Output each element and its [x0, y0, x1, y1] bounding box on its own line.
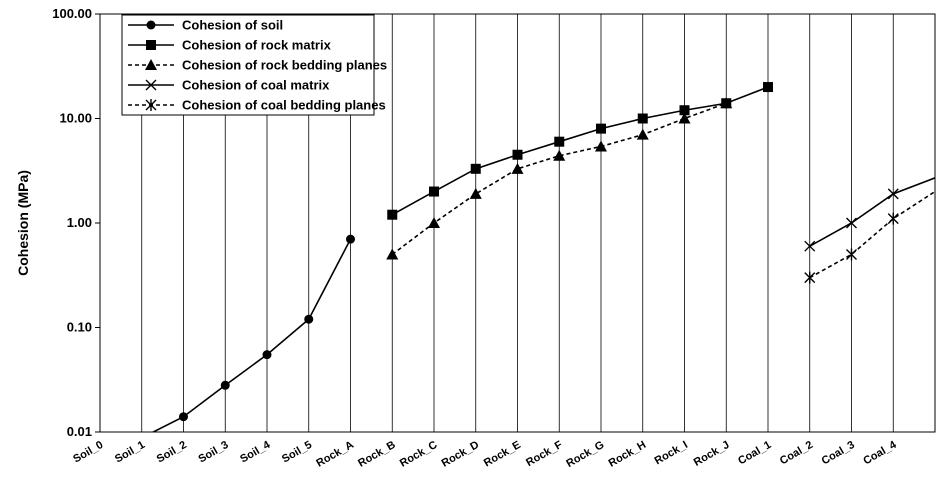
data-point — [804, 271, 816, 284]
data-point — [846, 217, 857, 229]
data-point — [595, 140, 607, 152]
legend-item: Cohesion of soil — [128, 18, 283, 33]
series-3 — [804, 177, 935, 252]
y-tick-label: 0.01 — [67, 424, 92, 439]
data-point — [678, 112, 691, 124]
data-point — [220, 380, 230, 390]
data-point — [146, 20, 156, 30]
y-tick-label: 1.00 — [67, 215, 92, 230]
legend-label: Cohesion of coal matrix — [182, 78, 330, 93]
data-point — [553, 149, 566, 161]
data-point — [428, 217, 440, 228]
data-point — [304, 314, 314, 324]
data-point — [887, 188, 899, 200]
data-point — [554, 136, 565, 147]
legend-label: Cohesion of rock bedding planes — [182, 58, 387, 73]
x-tick-label: Rock_I — [653, 439, 690, 467]
x-tick-label: Soil_3 — [197, 439, 231, 466]
data-point — [387, 209, 398, 220]
y-tick-labels: 0.01 0.10 1.00 10.00 100.00 — [52, 6, 100, 439]
data-point — [146, 40, 156, 50]
data-point — [262, 350, 272, 360]
series-line — [391, 102, 727, 256]
legend-item: Cohesion of coal matrix — [128, 78, 330, 93]
data-point — [145, 99, 157, 111]
x-tick-label: Coal_2 — [778, 439, 815, 467]
data-point — [596, 123, 606, 134]
x-tick-label: Rock_D — [440, 439, 482, 470]
x-tick-label: Rock_A — [314, 439, 356, 470]
series-2 — [386, 97, 733, 260]
data-point — [346, 234, 355, 244]
series-line — [809, 190, 935, 279]
x-tick-label: Soil_5 — [280, 439, 314, 466]
data-point — [679, 105, 690, 116]
legend-item: Cohesion of coal bedding planes — [128, 98, 386, 113]
legend-label: Cohesion of coal bedding planes — [182, 98, 386, 113]
data-point — [145, 79, 157, 91]
data-point — [636, 128, 649, 140]
x-tick-label: Soil_2 — [155, 439, 189, 466]
x-tick-label: Coal_1 — [736, 439, 773, 467]
series-line — [809, 177, 935, 247]
legend-label: Cohesion of rock matrix — [182, 38, 332, 53]
data-point — [637, 113, 648, 124]
y-axis-label: Cohesion (MPa) — [15, 170, 31, 276]
x-tick-label: Soil_1 — [113, 439, 147, 466]
y-tick-label: 0.10 — [67, 320, 92, 335]
series-1 — [387, 82, 773, 220]
data-point — [846, 248, 857, 261]
data-point — [386, 248, 399, 260]
data-point — [512, 149, 523, 160]
x-tick-label: Soil_0 — [71, 439, 105, 466]
data-point — [887, 212, 899, 225]
series-0 — [151, 234, 355, 432]
data-point — [469, 187, 482, 199]
data-point — [470, 163, 481, 174]
series-4 — [804, 190, 935, 284]
legend-item: Cohesion of rock matrix — [128, 38, 332, 53]
data-point — [145, 59, 157, 70]
y-tick-label: 100.00 — [52, 6, 92, 21]
x-tick-label: Rock_B — [356, 439, 398, 470]
legend-item: Cohesion of rock bedding planes — [128, 58, 387, 73]
data-point — [511, 162, 524, 174]
x-tick-label: Rock_J — [692, 439, 732, 469]
data-point — [429, 186, 439, 197]
x-tick-label: Rock_F — [524, 439, 565, 469]
x-tick-label: Coal_4 — [861, 438, 899, 467]
data-point — [804, 240, 816, 252]
x-tick-labels: Soil_0 Soil_1 Soil_2 Soil_3 Soil_4 Soil_5 Rock… — [71, 438, 899, 470]
x-tick-label: Rock_H — [607, 439, 649, 470]
data-point — [720, 97, 733, 109]
series-line — [151, 238, 352, 432]
legend: Cohesion of soil Cohesion of rock matrix C… — [121, 14, 387, 116]
x-tick-label: Soil_4 — [238, 438, 273, 465]
x-tick-label: Rock_E — [482, 439, 523, 470]
y-tick-label: 10.00 — [59, 111, 92, 126]
x-tick-label: Rock_G — [564, 439, 606, 470]
data-point — [763, 82, 773, 93]
series-layer — [151, 82, 935, 432]
legend-label: Cohesion of soil — [182, 18, 283, 33]
data-point — [179, 412, 188, 422]
series-line — [391, 86, 769, 216]
x-tick-label: Coal_3 — [820, 439, 857, 467]
x-tick-label: Rock_C — [398, 439, 440, 470]
